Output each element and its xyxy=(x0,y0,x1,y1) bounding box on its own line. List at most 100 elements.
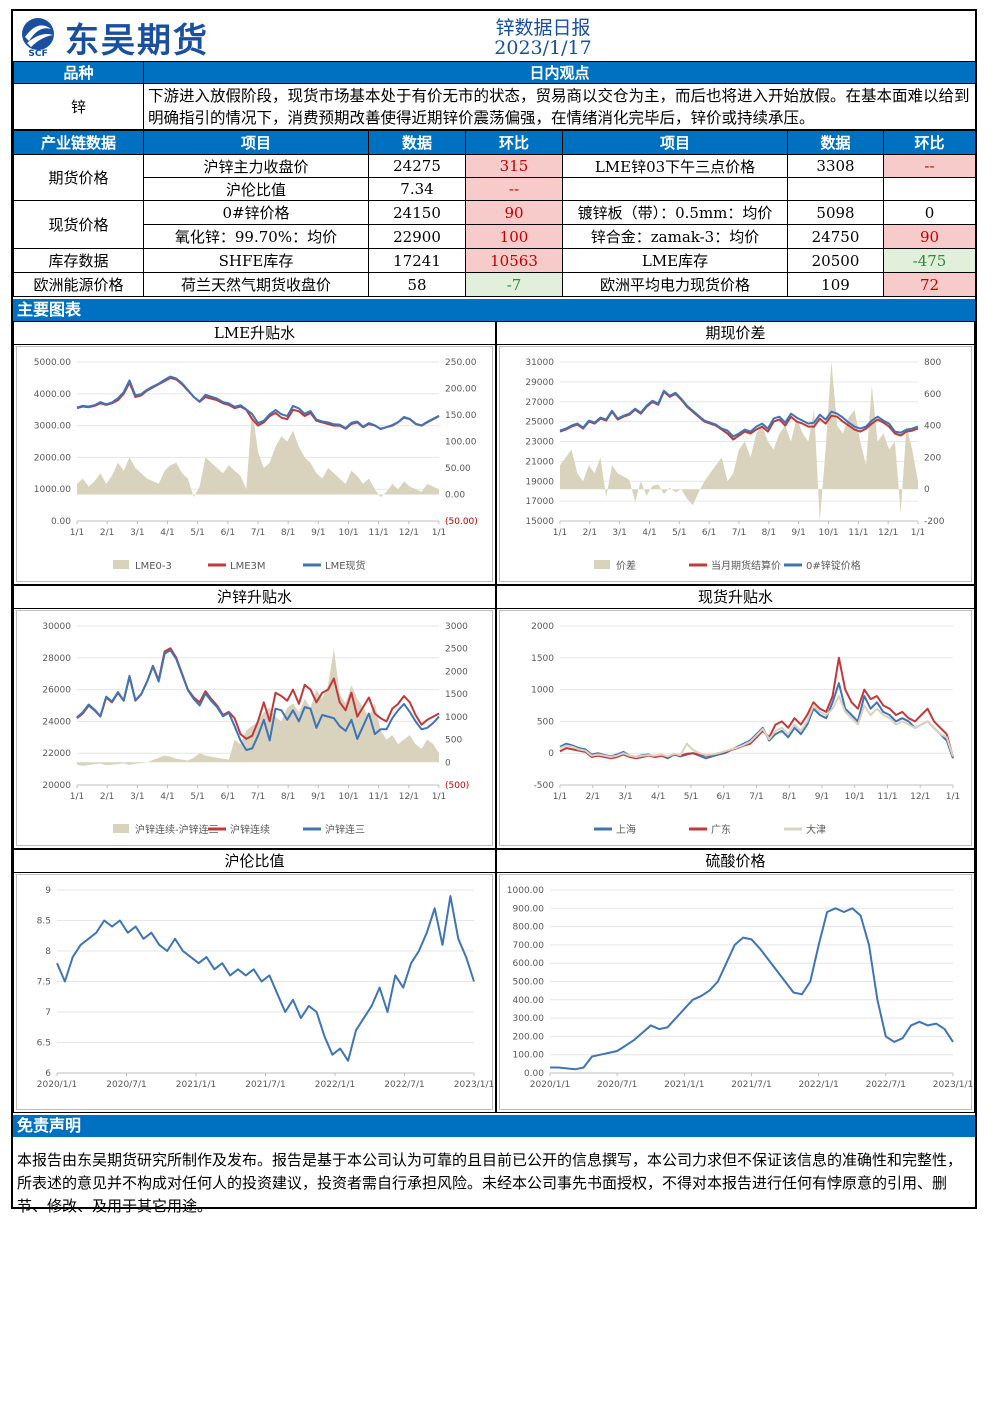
y2-tick-label: 400 xyxy=(924,422,941,432)
y2-tick-label: 200.00 xyxy=(445,385,477,395)
chart-title: 硫酸价格 xyxy=(497,850,974,873)
cell-change: -- xyxy=(465,177,563,201)
series-line-3 xyxy=(559,389,919,438)
disclaimer-text: 本报告由东吴期货研究所制作及发布。报告是基于本公司认为可靠的且目前已公开的信息撰… xyxy=(17,1151,963,1215)
chart-panel-5: 沪伦比值 6 6.5 7 7.5 8 8.5 9 2020/1/1 2020/7/1 2021/1/… xyxy=(13,849,496,1113)
cell-change: 72 xyxy=(883,272,976,297)
x-tick-label: 9/1 xyxy=(815,792,829,802)
chart-title: 期现价差 xyxy=(497,322,974,345)
x-tick-label: 6/1 xyxy=(221,792,235,802)
y2-tick-label: 0 xyxy=(924,485,930,495)
x-tick-label: 1/1 xyxy=(553,792,567,802)
x-tick-label: 6/1 xyxy=(702,528,716,538)
y2-tick-label: 500 xyxy=(445,736,462,746)
scf-logo-icon: SCF xyxy=(22,18,54,57)
view-variety: 锌 xyxy=(13,83,144,130)
view-table: 品种 日内观点 锌 下游进入放假阶段，现货市场基本处于有价无市的状态，贸易商以交… xyxy=(13,61,976,130)
th-value-2: 数据 xyxy=(787,130,884,155)
y2-tick-label: 3000 xyxy=(445,622,468,632)
report-title: 锌数据日报 xyxy=(495,17,591,39)
cell-change: -7 xyxy=(465,272,563,297)
cell-change: 90 xyxy=(883,224,976,249)
x-tick-label: 2021/7/1 xyxy=(731,1080,771,1090)
x-tick-label: 2023/1/1 xyxy=(454,1080,494,1090)
x-tick-label: 9/1 xyxy=(311,792,325,802)
cell-item: 镀锌板（带）：0.5mm：均价 xyxy=(562,200,788,225)
y-tick-label: 27000 xyxy=(525,398,554,408)
series-line-2 xyxy=(559,656,954,760)
x-tick-label: 3/1 xyxy=(618,792,632,802)
y-tick-label: 7 xyxy=(45,1008,51,1018)
y-tick-label: 1500 xyxy=(531,654,554,664)
x-tick-label: 1/1 xyxy=(946,792,960,802)
y2-tick-label: 2500 xyxy=(445,645,468,655)
x-tick-label: 1/1 xyxy=(70,528,84,538)
th-value-1: 数据 xyxy=(368,130,466,155)
y-tick-label: 15000 xyxy=(525,517,554,527)
cell-item: 沪锌主力收盘价 xyxy=(143,154,369,178)
legend-label: 当月期货结算价 xyxy=(711,559,781,572)
cell-value: 7.34 xyxy=(368,177,466,201)
y-tick-label: 29000 xyxy=(525,378,554,388)
x-tick-label: 1/1 xyxy=(553,528,567,538)
cell-item: 荷兰天然气期货收盘价 xyxy=(143,272,369,297)
chart-area: 20000 22000 24000 26000 28000 30000 (500) 0 500 1… xyxy=(16,610,493,846)
series-line-3 xyxy=(559,695,954,758)
x-tick-label: 3/1 xyxy=(612,528,626,538)
cell-item: 氧化锌：99.70%：均价 xyxy=(143,224,369,249)
x-tick-label: 1/1 xyxy=(70,792,84,802)
y-tick-label: 28000 xyxy=(42,654,71,664)
cell-item: 沪伦比值 xyxy=(143,177,369,201)
y-tick-label: 22000 xyxy=(42,749,71,759)
legend-label: 沪锌连续 xyxy=(230,823,270,836)
legend-label: 广东 xyxy=(711,823,731,836)
x-tick-label: 4/1 xyxy=(642,528,656,538)
th-chain: 产业链数据 xyxy=(13,130,144,155)
y-tick-label: 17000 xyxy=(525,497,554,507)
x-tick-label: 2020/1/1 xyxy=(37,1080,77,1090)
x-tick-label: 7/1 xyxy=(251,792,265,802)
y2-tick-label: (50.00) xyxy=(445,517,478,527)
chart-panel-2: 期现价差 15000 17000 19000 21000 23000 25000 27000 2… xyxy=(496,321,975,585)
report-date: 2023/1/17 xyxy=(494,37,592,59)
legend-label: 沪锌连续-沪锌连三 xyxy=(135,823,219,836)
x-tick-label: 2020/7/1 xyxy=(597,1080,637,1090)
series-area-1 xyxy=(560,362,918,521)
y-tick-label: -500 xyxy=(534,781,555,791)
chart-title: 现货升贴水 xyxy=(497,586,974,609)
cell-change: 0 xyxy=(883,200,976,225)
x-tick-label: 8/1 xyxy=(281,792,295,802)
cell-item: LME库存 xyxy=(562,248,788,273)
y-tick-label: 0.00 xyxy=(51,517,71,527)
chart-area: 6 6.5 7 7.5 8 8.5 9 2020/1/1 2020/7/1 2021/1/1 202… xyxy=(16,874,494,1110)
x-tick-label: 4/1 xyxy=(651,792,665,802)
x-tick-label: 7/1 xyxy=(732,528,746,538)
x-tick-label: 11/1 xyxy=(369,528,389,538)
cell-change: 10563 xyxy=(465,248,563,273)
x-tick-label: 11/1 xyxy=(877,792,897,802)
y-tick-label: 2000 xyxy=(531,622,554,632)
x-tick-label: 12/1 xyxy=(910,792,930,802)
chart-title: 沪锌升贴水 xyxy=(14,586,495,609)
cell-change: 315 xyxy=(465,154,563,178)
y2-tick-label: (500) xyxy=(445,781,469,791)
x-tick-label: 5/1 xyxy=(190,792,204,802)
x-tick-label: 2022/1/1 xyxy=(315,1080,355,1090)
report-frame: SCF 东吴期货 锌数据日报 2023/1/17 品种 日内观点 锌 下游进入放… xyxy=(11,9,977,1215)
chart-panel-4: 现货升贴水 -500 0 500 1000 1500 2000 1/1 2/1 3/1 4/1 5/1… xyxy=(496,585,975,849)
y-tick-label: 23000 xyxy=(525,438,554,448)
cell-value: 58 xyxy=(368,272,466,297)
y-tick-label: 500 xyxy=(537,717,554,727)
legend-label: 上海 xyxy=(616,823,636,836)
th-item-2: 项目 xyxy=(562,130,788,155)
x-tick-label: 12/1 xyxy=(399,528,419,538)
y-tick-label: 800.00 xyxy=(513,923,545,933)
view-col-variety: 品种 xyxy=(13,61,144,84)
logo-text: SCF xyxy=(28,49,47,57)
group-futures: 期货价格 xyxy=(13,154,144,201)
table-row: 欧洲能源价格 荷兰天然气期货收盘价 58 -7 欧洲平均电力现货价格 109 7… xyxy=(13,272,976,297)
y-tick-label: 1000.00 xyxy=(34,485,71,495)
y-tick-label: 900.00 xyxy=(513,904,545,914)
chart-panel-3: 沪锌升贴水 20000 22000 24000 26000 28000 30000 (500)… xyxy=(13,585,496,849)
x-tick-label: 10/1 xyxy=(818,528,838,538)
